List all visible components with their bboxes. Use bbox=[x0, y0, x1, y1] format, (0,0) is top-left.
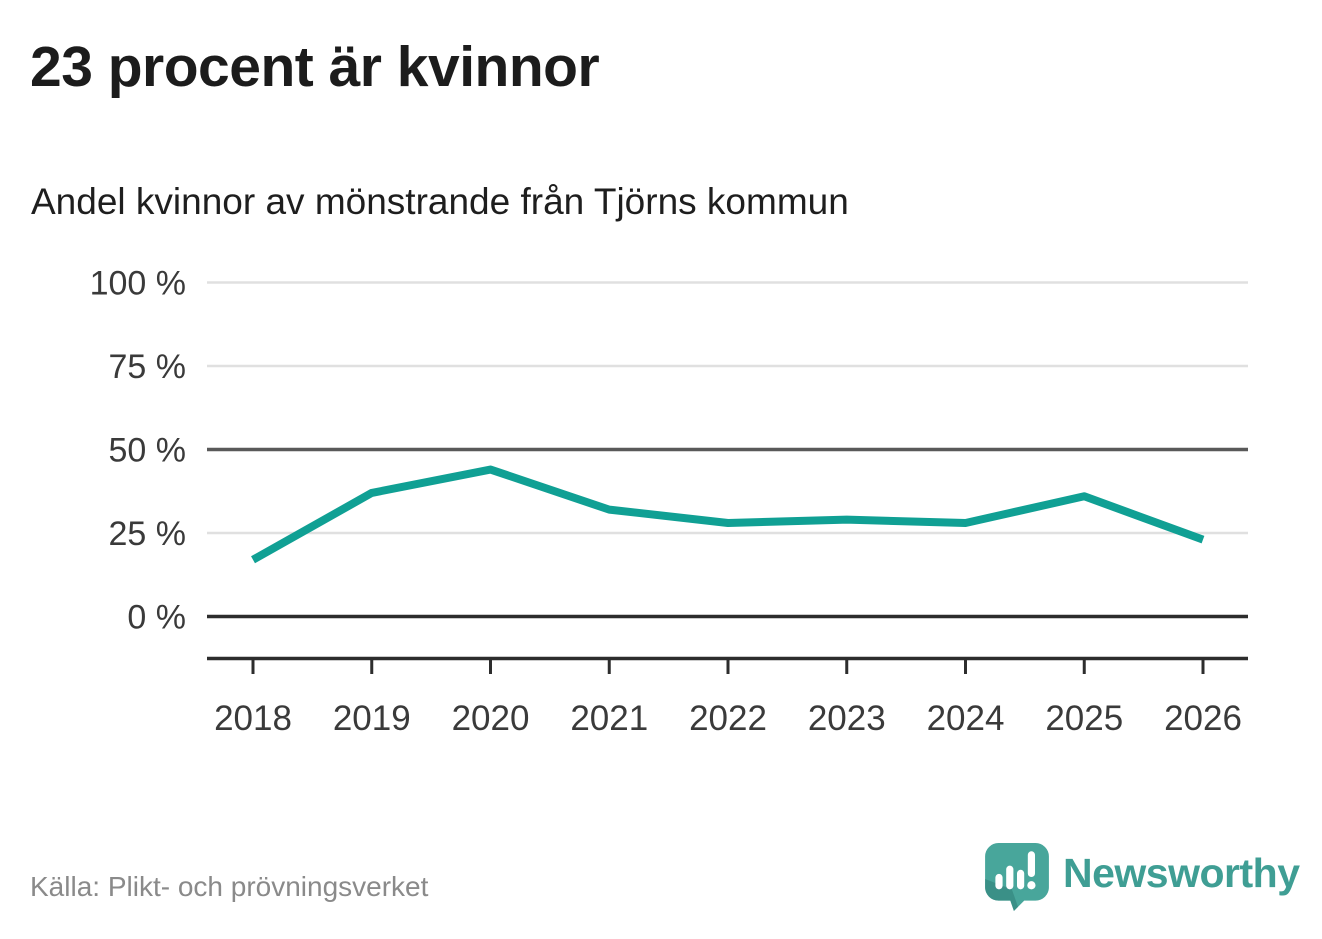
y-tick-label-25: 25 % bbox=[109, 515, 187, 553]
newsworthy-logo-icon bbox=[985, 843, 1049, 911]
x-tick-label-2026: 2026 bbox=[1164, 699, 1242, 738]
x-tick-label-2023: 2023 bbox=[808, 699, 886, 738]
x-tick-label-2019: 2019 bbox=[333, 699, 411, 738]
newsworthy-logo: Newsworthy bbox=[984, 842, 1300, 912]
logo-exclamation-dot bbox=[1027, 881, 1036, 890]
chart-subtitle: Andel kvinnor av mönstrande från Tjörns … bbox=[31, 181, 849, 222]
y-tick-label-0: 0 % bbox=[127, 599, 186, 637]
page-title: 23 procent är kvinnor bbox=[30, 35, 600, 99]
logo-bar-3 bbox=[1017, 869, 1025, 890]
x-tick-label-2021: 2021 bbox=[570, 699, 648, 738]
data-line-andel-kvinnor-av-mönstrande bbox=[251, 465, 1205, 564]
x-tick-label-2024: 2024 bbox=[927, 699, 1005, 738]
source-note: Källa: Plikt- och prövningsverket bbox=[30, 871, 429, 902]
x-tick-label-2022: 2022 bbox=[689, 699, 767, 738]
x-tick-label-2025: 2025 bbox=[1045, 699, 1123, 738]
newsworthy-wordmark: Newsworthy bbox=[1063, 849, 1300, 896]
logo-bar-2 bbox=[1006, 865, 1014, 890]
y-tick-label-75: 75 % bbox=[109, 348, 187, 386]
logo-exclamation-bar bbox=[1027, 851, 1036, 877]
x-tick-label-2020: 2020 bbox=[452, 699, 530, 738]
logo-bubble-shade bbox=[985, 879, 1019, 911]
y-tick-label-100: 100 % bbox=[90, 265, 186, 303]
x-tick-label-2018: 2018 bbox=[214, 699, 292, 738]
logo-bar-1 bbox=[995, 873, 1003, 890]
y-tick-label-50: 50 % bbox=[109, 432, 187, 470]
